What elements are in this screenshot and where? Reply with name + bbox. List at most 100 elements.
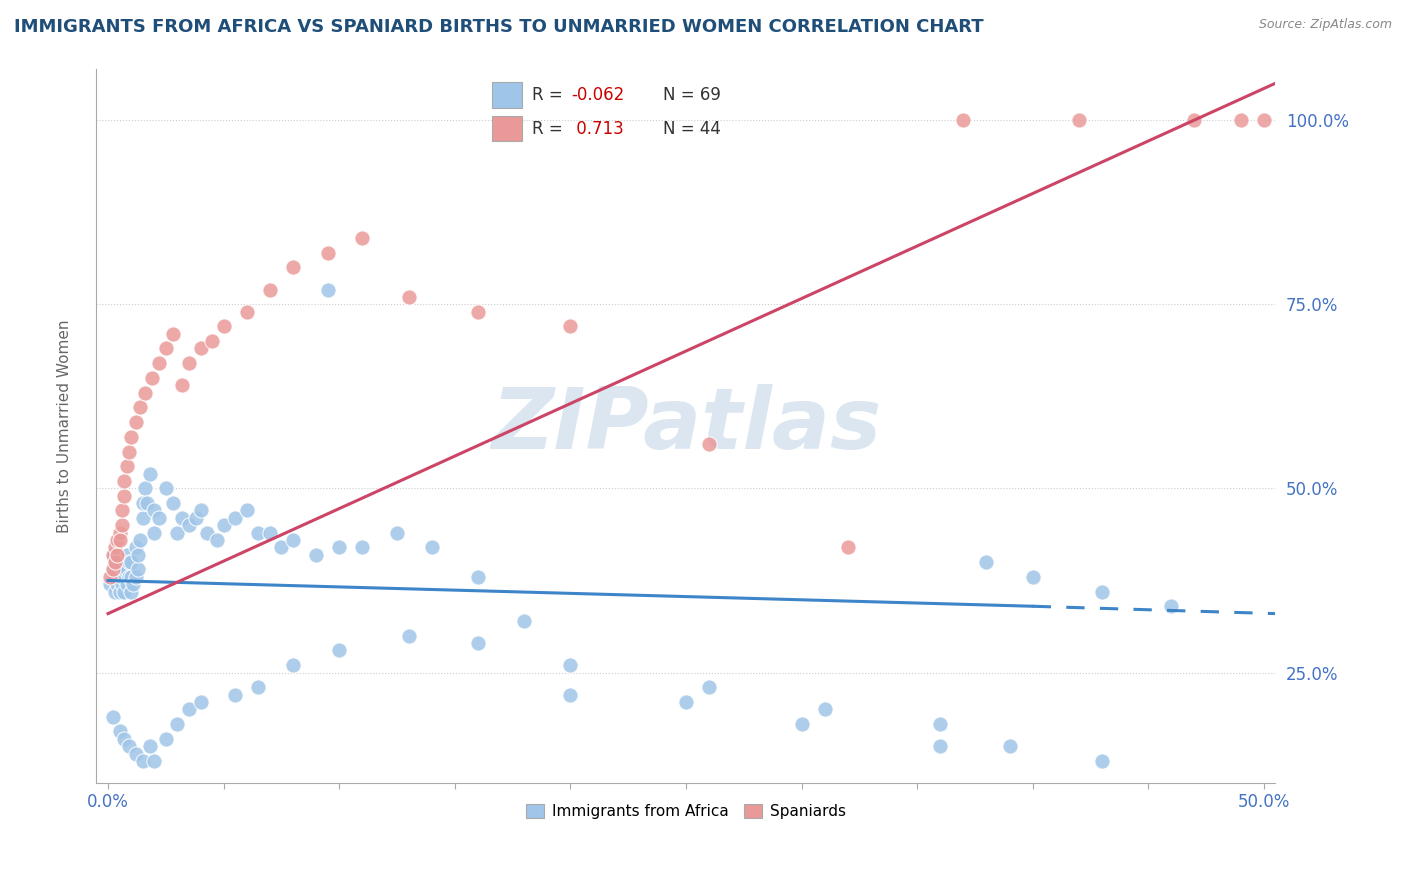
Point bbox=[170, 378, 193, 392]
Point bbox=[560, 319, 582, 334]
Point bbox=[134, 482, 156, 496]
Point bbox=[134, 385, 156, 400]
Point bbox=[998, 739, 1021, 754]
Point bbox=[111, 555, 134, 569]
Point bbox=[1275, 113, 1298, 128]
Point bbox=[328, 541, 350, 555]
Point bbox=[118, 570, 141, 584]
Point bbox=[420, 541, 443, 555]
Point bbox=[118, 555, 141, 569]
Point bbox=[467, 304, 489, 318]
Point bbox=[247, 680, 270, 694]
Point bbox=[235, 304, 257, 318]
Point bbox=[104, 570, 127, 584]
Point bbox=[120, 555, 142, 569]
Point bbox=[104, 555, 127, 569]
Point bbox=[120, 570, 142, 584]
Point bbox=[136, 496, 159, 510]
Point bbox=[122, 577, 145, 591]
Point bbox=[148, 511, 170, 525]
Point bbox=[352, 541, 374, 555]
Point bbox=[155, 731, 177, 746]
Point bbox=[837, 541, 859, 555]
Point bbox=[98, 570, 121, 584]
Point bbox=[127, 548, 149, 562]
Point bbox=[205, 533, 228, 547]
Point bbox=[467, 636, 489, 650]
Point bbox=[1184, 113, 1206, 128]
Point bbox=[125, 570, 148, 584]
Point bbox=[105, 548, 128, 562]
Point bbox=[105, 562, 128, 576]
Point bbox=[115, 562, 138, 576]
Point bbox=[513, 614, 536, 628]
Point bbox=[224, 511, 246, 525]
Point bbox=[976, 555, 998, 569]
Point bbox=[224, 688, 246, 702]
Point bbox=[104, 584, 127, 599]
Point bbox=[108, 584, 131, 599]
Y-axis label: Births to Unmarried Women: Births to Unmarried Women bbox=[58, 319, 72, 533]
Point bbox=[101, 562, 124, 576]
Point bbox=[138, 739, 160, 754]
Point bbox=[101, 548, 124, 562]
Point bbox=[177, 518, 200, 533]
Point bbox=[281, 658, 304, 673]
Legend: Immigrants from Africa, Spaniards: Immigrants from Africa, Spaniards bbox=[520, 798, 852, 825]
Point bbox=[697, 437, 720, 451]
Point bbox=[190, 342, 212, 356]
Point bbox=[929, 739, 952, 754]
Point bbox=[112, 474, 135, 488]
Point bbox=[1091, 584, 1114, 599]
Point bbox=[155, 342, 177, 356]
Point bbox=[127, 562, 149, 576]
Point bbox=[101, 710, 124, 724]
Point bbox=[115, 548, 138, 562]
Point bbox=[184, 511, 207, 525]
Point bbox=[115, 459, 138, 474]
Point bbox=[105, 577, 128, 591]
Point bbox=[115, 577, 138, 591]
Point bbox=[104, 541, 127, 555]
Point bbox=[111, 518, 134, 533]
Point bbox=[212, 518, 235, 533]
Point bbox=[111, 503, 134, 517]
Point bbox=[467, 570, 489, 584]
Text: IMMIGRANTS FROM AFRICA VS SPANIARD BIRTHS TO UNMARRIED WOMEN CORRELATION CHART: IMMIGRANTS FROM AFRICA VS SPANIARD BIRTH… bbox=[14, 18, 984, 36]
Point bbox=[190, 503, 212, 517]
Point bbox=[398, 290, 420, 304]
Point bbox=[316, 283, 339, 297]
Point bbox=[104, 555, 127, 569]
Point bbox=[120, 430, 142, 444]
Point bbox=[166, 525, 188, 540]
Point bbox=[111, 577, 134, 591]
Point bbox=[190, 695, 212, 709]
Point bbox=[305, 548, 328, 562]
Point bbox=[143, 754, 166, 768]
Point bbox=[560, 658, 582, 673]
Point bbox=[259, 283, 281, 297]
Point bbox=[328, 643, 350, 657]
Text: Source: ZipAtlas.com: Source: ZipAtlas.com bbox=[1258, 18, 1392, 31]
Point bbox=[1021, 570, 1043, 584]
Point bbox=[125, 541, 148, 555]
Point bbox=[201, 334, 224, 348]
Point bbox=[385, 525, 408, 540]
Point bbox=[675, 695, 697, 709]
Point bbox=[1229, 113, 1251, 128]
Point bbox=[697, 680, 720, 694]
Point bbox=[316, 245, 339, 260]
Point bbox=[112, 584, 135, 599]
Point bbox=[155, 482, 177, 496]
Point bbox=[108, 570, 131, 584]
Point bbox=[143, 525, 166, 540]
Point bbox=[101, 548, 124, 562]
Point bbox=[170, 511, 193, 525]
Point bbox=[197, 525, 219, 540]
Point bbox=[162, 326, 184, 341]
Point bbox=[132, 511, 155, 525]
Point bbox=[108, 525, 131, 540]
Point bbox=[281, 533, 304, 547]
Point bbox=[1160, 599, 1182, 614]
Point bbox=[148, 356, 170, 370]
